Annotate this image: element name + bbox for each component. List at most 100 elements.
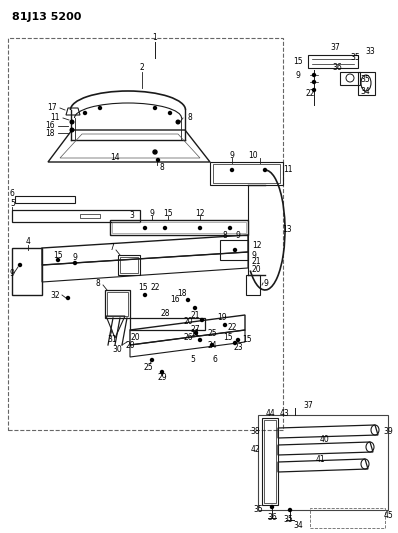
- Text: 29: 29: [157, 374, 167, 383]
- Circle shape: [263, 168, 267, 172]
- Circle shape: [70, 128, 74, 132]
- Circle shape: [168, 111, 172, 115]
- Circle shape: [164, 227, 166, 230]
- Text: 43: 43: [280, 408, 290, 417]
- Text: 3: 3: [130, 211, 135, 220]
- Text: 33: 33: [365, 47, 375, 56]
- Text: 32: 32: [50, 290, 60, 300]
- Text: 10: 10: [248, 150, 258, 159]
- Text: 22: 22: [150, 284, 160, 293]
- Bar: [310, 508, 385, 528]
- Text: 15: 15: [242, 335, 252, 344]
- Text: 11: 11: [50, 114, 60, 123]
- Circle shape: [98, 107, 101, 109]
- Circle shape: [228, 227, 232, 230]
- Text: 35: 35: [360, 76, 370, 85]
- Text: 39: 39: [383, 427, 393, 437]
- Text: 17: 17: [47, 103, 57, 112]
- Text: 8: 8: [95, 279, 100, 287]
- Circle shape: [211, 343, 213, 346]
- Bar: [258, 415, 388, 510]
- Circle shape: [160, 370, 164, 374]
- Circle shape: [234, 248, 236, 252]
- Text: 25: 25: [143, 362, 153, 372]
- Text: 8: 8: [222, 230, 227, 239]
- Circle shape: [312, 88, 316, 92]
- Text: 9: 9: [236, 230, 240, 239]
- Text: 2: 2: [140, 63, 144, 72]
- Circle shape: [74, 262, 76, 264]
- Text: 11: 11: [283, 166, 293, 174]
- Text: 16: 16: [170, 295, 180, 304]
- Text: 37: 37: [330, 44, 340, 52]
- Circle shape: [84, 111, 86, 115]
- Text: 41: 41: [315, 456, 325, 464]
- Text: 5: 5: [191, 356, 195, 365]
- Circle shape: [199, 338, 201, 342]
- Text: 5: 5: [10, 199, 15, 208]
- Text: 34: 34: [360, 87, 370, 96]
- Text: 42: 42: [250, 446, 260, 455]
- Circle shape: [153, 150, 157, 154]
- Text: 27: 27: [190, 326, 200, 335]
- Text: 7: 7: [109, 244, 115, 253]
- Text: 20: 20: [130, 334, 140, 343]
- Text: 20: 20: [125, 341, 135, 350]
- Circle shape: [187, 298, 189, 302]
- Text: 40: 40: [320, 435, 330, 445]
- Text: 15: 15: [53, 251, 63, 260]
- Text: 22: 22: [227, 324, 237, 333]
- Text: 9: 9: [10, 269, 15, 278]
- Text: 45: 45: [383, 511, 393, 520]
- Circle shape: [234, 342, 236, 344]
- Text: 12: 12: [252, 240, 261, 249]
- Text: 35: 35: [350, 53, 360, 62]
- Text: 36: 36: [332, 62, 342, 71]
- Circle shape: [176, 120, 180, 124]
- Circle shape: [199, 227, 201, 230]
- Text: 81J13 5200: 81J13 5200: [12, 12, 81, 22]
- Text: 22: 22: [305, 88, 315, 98]
- Text: 9: 9: [252, 251, 257, 260]
- Text: 14: 14: [110, 154, 120, 163]
- Circle shape: [201, 319, 203, 321]
- Text: 36: 36: [267, 513, 277, 522]
- Text: 19: 19: [217, 313, 227, 322]
- Text: 9: 9: [150, 208, 154, 217]
- Text: 15: 15: [138, 284, 148, 293]
- Circle shape: [195, 332, 197, 335]
- Text: 20: 20: [252, 265, 261, 274]
- Text: 8: 8: [160, 164, 165, 173]
- Text: 23: 23: [233, 343, 243, 352]
- Text: 21: 21: [190, 311, 200, 319]
- Text: 6: 6: [213, 356, 217, 365]
- Circle shape: [150, 359, 154, 361]
- Text: 20: 20: [183, 318, 193, 327]
- Circle shape: [224, 324, 226, 327]
- Circle shape: [144, 294, 146, 296]
- Bar: [8, 38, 283, 430]
- Text: 6: 6: [10, 189, 15, 198]
- Circle shape: [156, 158, 160, 161]
- Text: 13: 13: [282, 225, 292, 235]
- Circle shape: [154, 107, 156, 109]
- Circle shape: [144, 227, 146, 230]
- Circle shape: [289, 508, 291, 512]
- Text: 9: 9: [72, 254, 78, 262]
- Circle shape: [70, 120, 74, 124]
- Text: 9: 9: [230, 150, 234, 159]
- Text: 18: 18: [177, 288, 187, 297]
- Text: 35: 35: [253, 505, 263, 514]
- Circle shape: [193, 306, 197, 310]
- Circle shape: [230, 168, 234, 172]
- Text: 9: 9: [296, 70, 300, 79]
- Text: 26: 26: [183, 334, 193, 343]
- Text: 15: 15: [223, 334, 233, 343]
- Text: 34: 34: [293, 521, 303, 529]
- Circle shape: [18, 263, 21, 266]
- Text: 12: 12: [195, 208, 205, 217]
- Text: 31: 31: [107, 335, 117, 344]
- Text: 9: 9: [263, 279, 268, 287]
- Text: 4: 4: [25, 238, 30, 246]
- Circle shape: [312, 80, 316, 84]
